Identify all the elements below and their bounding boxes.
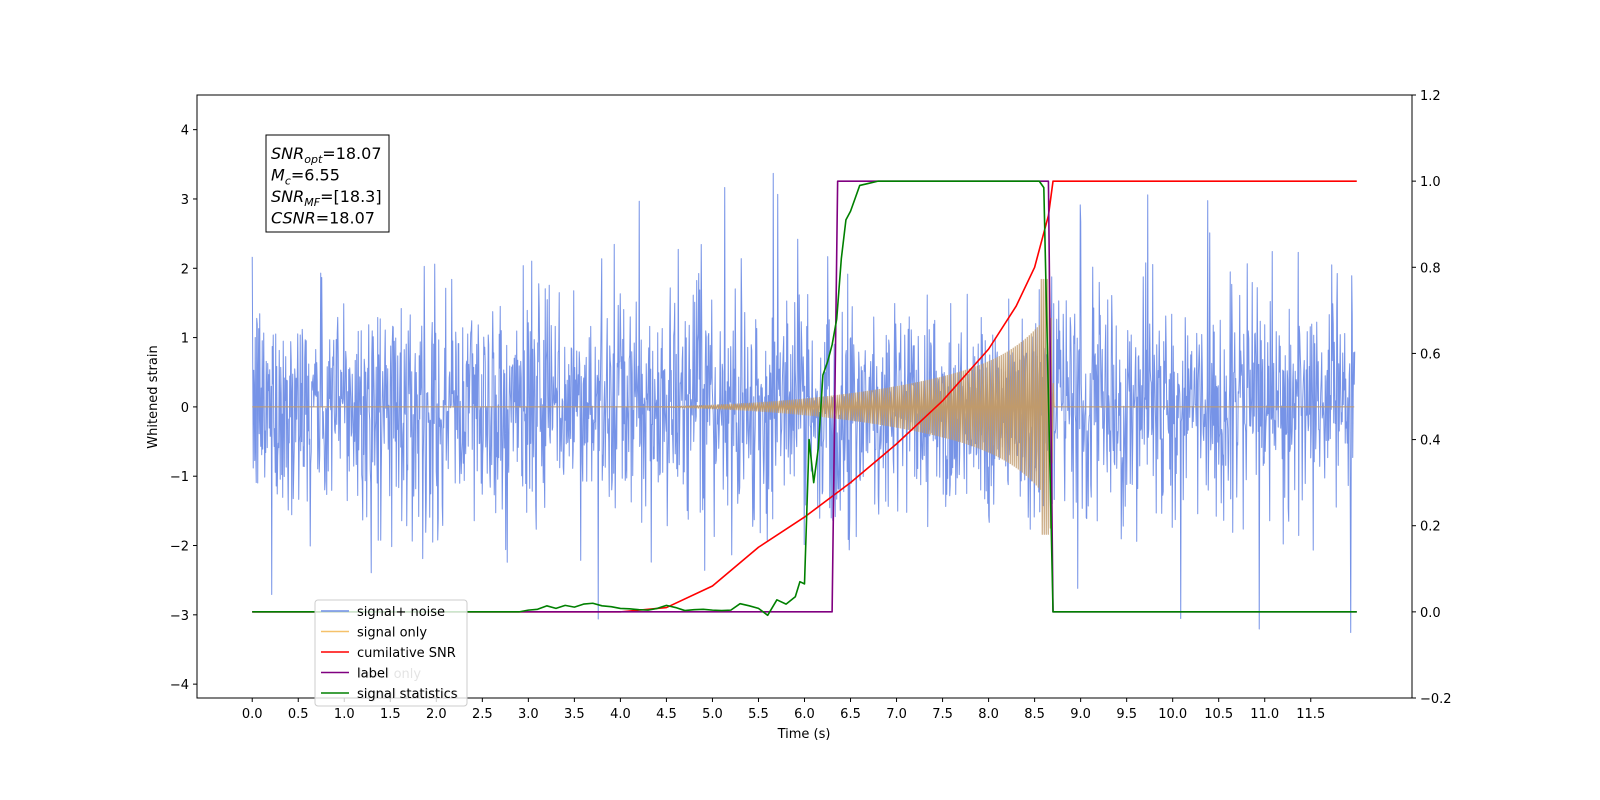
y-axis-right: 1.2 1.0 0.8 0.6 0.4 0.2 0.0 −0.2 xyxy=(1412,89,1452,707)
y2-tick-label: 1.0 xyxy=(1420,175,1441,190)
x-tick-label: 1.5 xyxy=(380,707,401,722)
legend-entry: cumilative SNR xyxy=(357,646,456,661)
legend-entry: signal statistics xyxy=(357,687,458,702)
series-layer xyxy=(251,172,1357,634)
x-tick-label: 2.5 xyxy=(472,707,493,722)
y-tick-label: 1 xyxy=(181,332,189,347)
x-tick-label: 1.0 xyxy=(334,707,355,722)
x-tick-label: 3.0 xyxy=(518,707,539,722)
series-signal-statistics xyxy=(252,180,1357,617)
y2-tick-label: −0.2 xyxy=(1420,692,1452,707)
legend-frame xyxy=(314,599,468,707)
y2-tick-label: 0.2 xyxy=(1420,520,1441,535)
y-tick-label: −4 xyxy=(170,678,189,693)
x-tick-label: 11.0 xyxy=(1250,707,1279,722)
y2-tick-label: 0.6 xyxy=(1420,347,1441,362)
y2-tick-label: 1.2 xyxy=(1420,89,1441,104)
legend-entry: signal+ noise xyxy=(357,605,445,620)
legend: label onlysignal statisticssignal+ noise… xyxy=(314,599,468,707)
x-tick-label: 9.0 xyxy=(1070,707,1091,722)
series-signal-noise xyxy=(251,172,1356,634)
y-tick-label: 3 xyxy=(181,193,189,208)
x-tick-label: 5.5 xyxy=(748,707,769,722)
y-tick-label: −1 xyxy=(170,470,189,485)
x-tick-label: 0.5 xyxy=(288,707,309,722)
y-tick-label: 2 xyxy=(181,262,189,277)
x-tick-label: 8.0 xyxy=(978,707,999,722)
x-tick-label: 7.0 xyxy=(886,707,907,722)
y-tick-label: −3 xyxy=(170,609,189,624)
x-tick-label: 6.5 xyxy=(840,707,861,722)
snr-annotation-box: SNRopt=18.07Mc=6.55SNRMF=[18.3]CSNR=18.0… xyxy=(265,134,390,233)
x-tick-label: 8.5 xyxy=(1024,707,1045,722)
legend-entry: signal only xyxy=(357,626,427,641)
annotation-frame xyxy=(265,134,390,233)
annotation-line: CSNR=18.07 xyxy=(271,209,375,228)
series-signal-only xyxy=(252,252,1355,535)
x-tick-label: 7.5 xyxy=(932,707,953,722)
y2-tick-label: 0.0 xyxy=(1420,606,1441,621)
x-tick-label: 6.0 xyxy=(794,707,815,722)
x-axis-label: Time (s) xyxy=(777,727,831,742)
x-tick-label: 10.0 xyxy=(1158,707,1187,722)
y-tick-label: 0 xyxy=(181,401,189,416)
series-cumulative-snr xyxy=(252,180,1357,613)
legend-entry: label xyxy=(357,667,388,682)
annotation-line: SNRMF=[18.3] xyxy=(271,187,382,209)
x-tick-label: 4.0 xyxy=(610,707,631,722)
y-axis-left: 4 3 2 1 0 −1 −2 −3 −4 xyxy=(170,124,197,693)
y2-tick-label: 0.8 xyxy=(1420,261,1441,276)
annotation-line: SNRopt=18.07 xyxy=(271,144,382,166)
annotation-line: Mc=6.55 xyxy=(271,166,340,188)
x-tick-label: 4.5 xyxy=(656,707,677,722)
y2-tick-label: 0.4 xyxy=(1420,434,1441,449)
x-tick-label: 3.5 xyxy=(564,707,585,722)
y-tick-label: −2 xyxy=(170,540,189,555)
x-axis: 0.0 0.5 1.0 1.5 2.0 2.5 3.0 3.5 4.0 4.5 5.0 5.5 6.0 6… xyxy=(242,698,1325,722)
y-axis-label: Whitened strain xyxy=(146,345,161,448)
x-tick-label: 9.5 xyxy=(1116,707,1137,722)
x-tick-label: 5.0 xyxy=(702,707,723,722)
x-tick-label: 2.0 xyxy=(426,707,447,722)
y-tick-label: 4 xyxy=(181,124,189,139)
x-tick-label: 11.5 xyxy=(1296,707,1325,722)
x-tick-label: 10.5 xyxy=(1204,707,1233,722)
x-tick-label: 0.0 xyxy=(242,707,263,722)
